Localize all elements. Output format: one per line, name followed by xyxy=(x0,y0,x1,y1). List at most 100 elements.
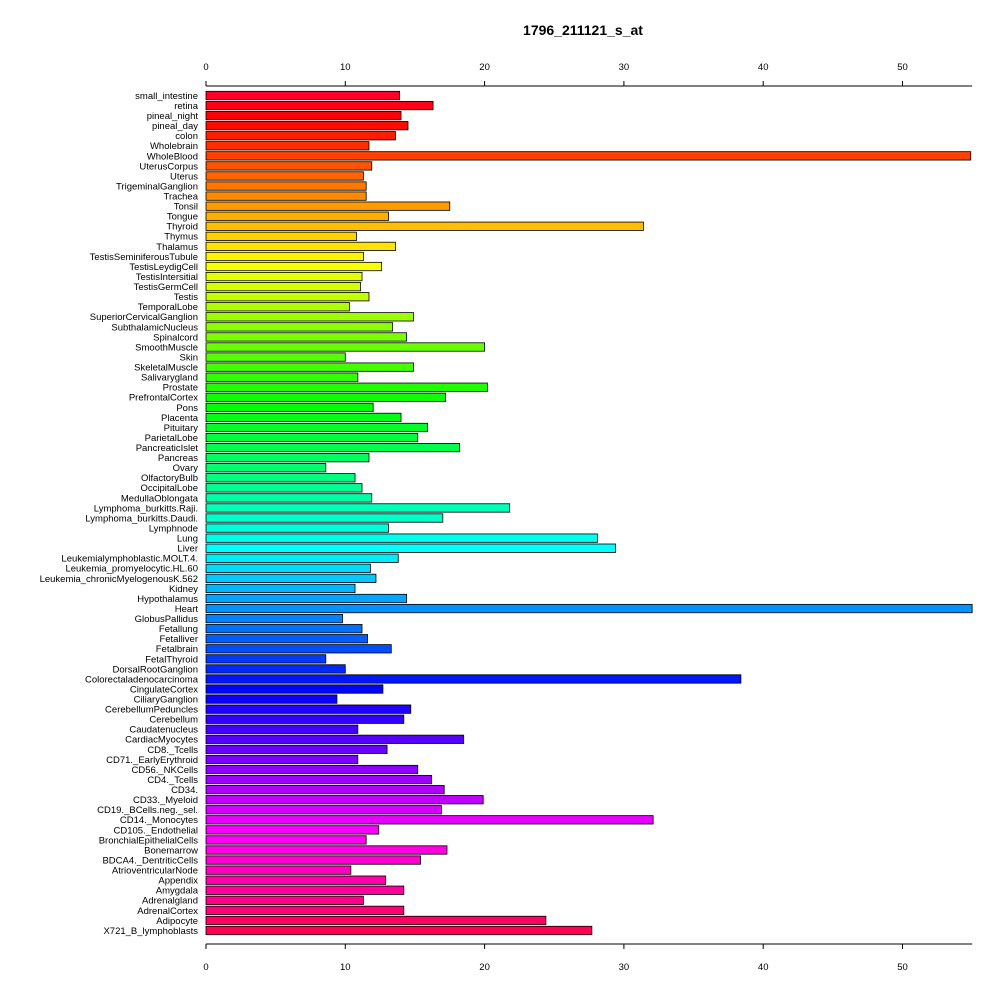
category-label: Bonemarrow xyxy=(144,845,198,856)
category-label: TrigeminalGanglion xyxy=(116,181,198,192)
top-axis-tick-label: 40 xyxy=(758,62,769,73)
bar xyxy=(205,302,350,312)
category-label: GlobusPallidus xyxy=(135,614,199,625)
bar xyxy=(205,734,465,744)
category-label: CingulateCortex xyxy=(130,684,198,695)
bar xyxy=(205,644,392,654)
bar xyxy=(205,392,446,402)
bar xyxy=(205,141,370,151)
bar xyxy=(205,382,488,392)
bar xyxy=(205,201,451,211)
category-label: CD105._Endothelial xyxy=(113,825,198,836)
bar xyxy=(205,412,402,423)
category-label: Appendix xyxy=(158,876,198,887)
category-label: TestisGermCell xyxy=(134,282,198,293)
bar xyxy=(205,774,433,785)
category-label: pineal_night xyxy=(147,111,199,122)
top-axis: 0 10 20 30 40 50 xyxy=(203,62,973,87)
category-label: Liver xyxy=(177,544,198,555)
bottom-axis-tick-label: 0 xyxy=(203,962,208,973)
category-label: Spinalcord xyxy=(153,332,198,343)
category-label: pineal_day xyxy=(152,121,198,132)
category-label: Pancreas xyxy=(158,453,198,464)
bar xyxy=(205,905,405,915)
category-label: Prostate xyxy=(163,383,198,394)
category-label: Pituitary xyxy=(164,423,199,434)
bar xyxy=(205,664,346,674)
category-label: CD56._NKCells xyxy=(131,765,198,776)
bar xyxy=(205,624,363,634)
category-label: OccipitalLobe xyxy=(140,483,198,494)
bar xyxy=(205,764,419,775)
category-label: Ovary xyxy=(173,463,199,474)
chart-title: 1796_211121_s_at xyxy=(523,22,643,38)
top-axis-tick-label: 20 xyxy=(479,62,490,73)
bar xyxy=(205,573,377,583)
category-label: Lung xyxy=(177,534,198,545)
bottom-axis-tick-label: 40 xyxy=(758,962,769,973)
bar xyxy=(205,603,973,614)
category-label: retina xyxy=(174,101,198,112)
bar xyxy=(205,131,396,141)
category-label: CD19._BCells.neg._sel. xyxy=(97,805,198,816)
bars-group xyxy=(205,90,973,936)
bar xyxy=(205,805,442,815)
bar xyxy=(205,885,405,895)
category-label: Lymphoma_burkitts.Raji. xyxy=(94,503,198,514)
bar xyxy=(205,453,370,463)
category-label: small_intestine xyxy=(135,91,198,102)
bar xyxy=(205,593,407,604)
category-label: CD14._Monocytes xyxy=(120,815,198,826)
bar xyxy=(205,442,460,453)
category-label: Adrenalgland xyxy=(142,896,198,907)
bar xyxy=(205,90,401,101)
bar xyxy=(205,533,598,543)
category-label: SkeletalMuscle xyxy=(134,363,198,374)
bar xyxy=(205,795,484,805)
category-label: SmoothMuscle xyxy=(135,342,198,353)
bar xyxy=(205,835,367,845)
top-axis-tick-label: 30 xyxy=(619,62,630,73)
bar xyxy=(205,271,363,282)
category-label: colon xyxy=(175,131,198,142)
bar xyxy=(205,241,396,251)
bar xyxy=(205,553,399,563)
bottom-axis-tick-label: 50 xyxy=(897,962,908,973)
category-label: Heart xyxy=(175,604,199,615)
bar xyxy=(205,211,389,221)
bottom-axis-tick-label: 30 xyxy=(619,962,630,973)
bar xyxy=(205,684,384,694)
category-label: BronchialEpithelialCells xyxy=(99,835,199,846)
bar xyxy=(205,121,409,131)
category-label: Uterus xyxy=(170,171,198,182)
bar xyxy=(205,724,359,734)
category-label: Kidney xyxy=(169,584,198,595)
category-label: UterusCorpus xyxy=(139,161,198,172)
bar xyxy=(205,694,338,704)
category-label: CD8._Tcells xyxy=(147,745,198,756)
bar xyxy=(205,191,367,201)
bar xyxy=(205,513,444,523)
bar xyxy=(205,483,363,493)
category-label: Cerebellum xyxy=(149,715,198,726)
category-label: OlfactoryBulb xyxy=(141,473,198,484)
top-axis-tick-label: 0 xyxy=(203,62,208,73)
category-label: CardiacMyocytes xyxy=(125,735,198,746)
bar xyxy=(205,855,421,865)
bar xyxy=(205,754,359,765)
category-label: CiliaryGanglion xyxy=(134,695,198,706)
category-label: CD33._Myeloid xyxy=(133,795,198,806)
bar xyxy=(205,171,364,181)
bar xyxy=(205,785,445,795)
category-label: X721_B_lymphoblasts xyxy=(103,926,198,937)
category-label: SuperiorCervicalGanglion xyxy=(90,312,198,323)
bar xyxy=(205,583,356,594)
category-label: FetalThyroid xyxy=(145,654,198,665)
bar xyxy=(205,372,359,382)
category-label: AdrenalCortex xyxy=(137,906,198,917)
category-label: Wholebrain xyxy=(150,141,198,152)
category-label: Leukemia_chronicMyelogenousK.562 xyxy=(40,574,198,585)
bar xyxy=(205,332,407,342)
bar xyxy=(205,714,405,724)
